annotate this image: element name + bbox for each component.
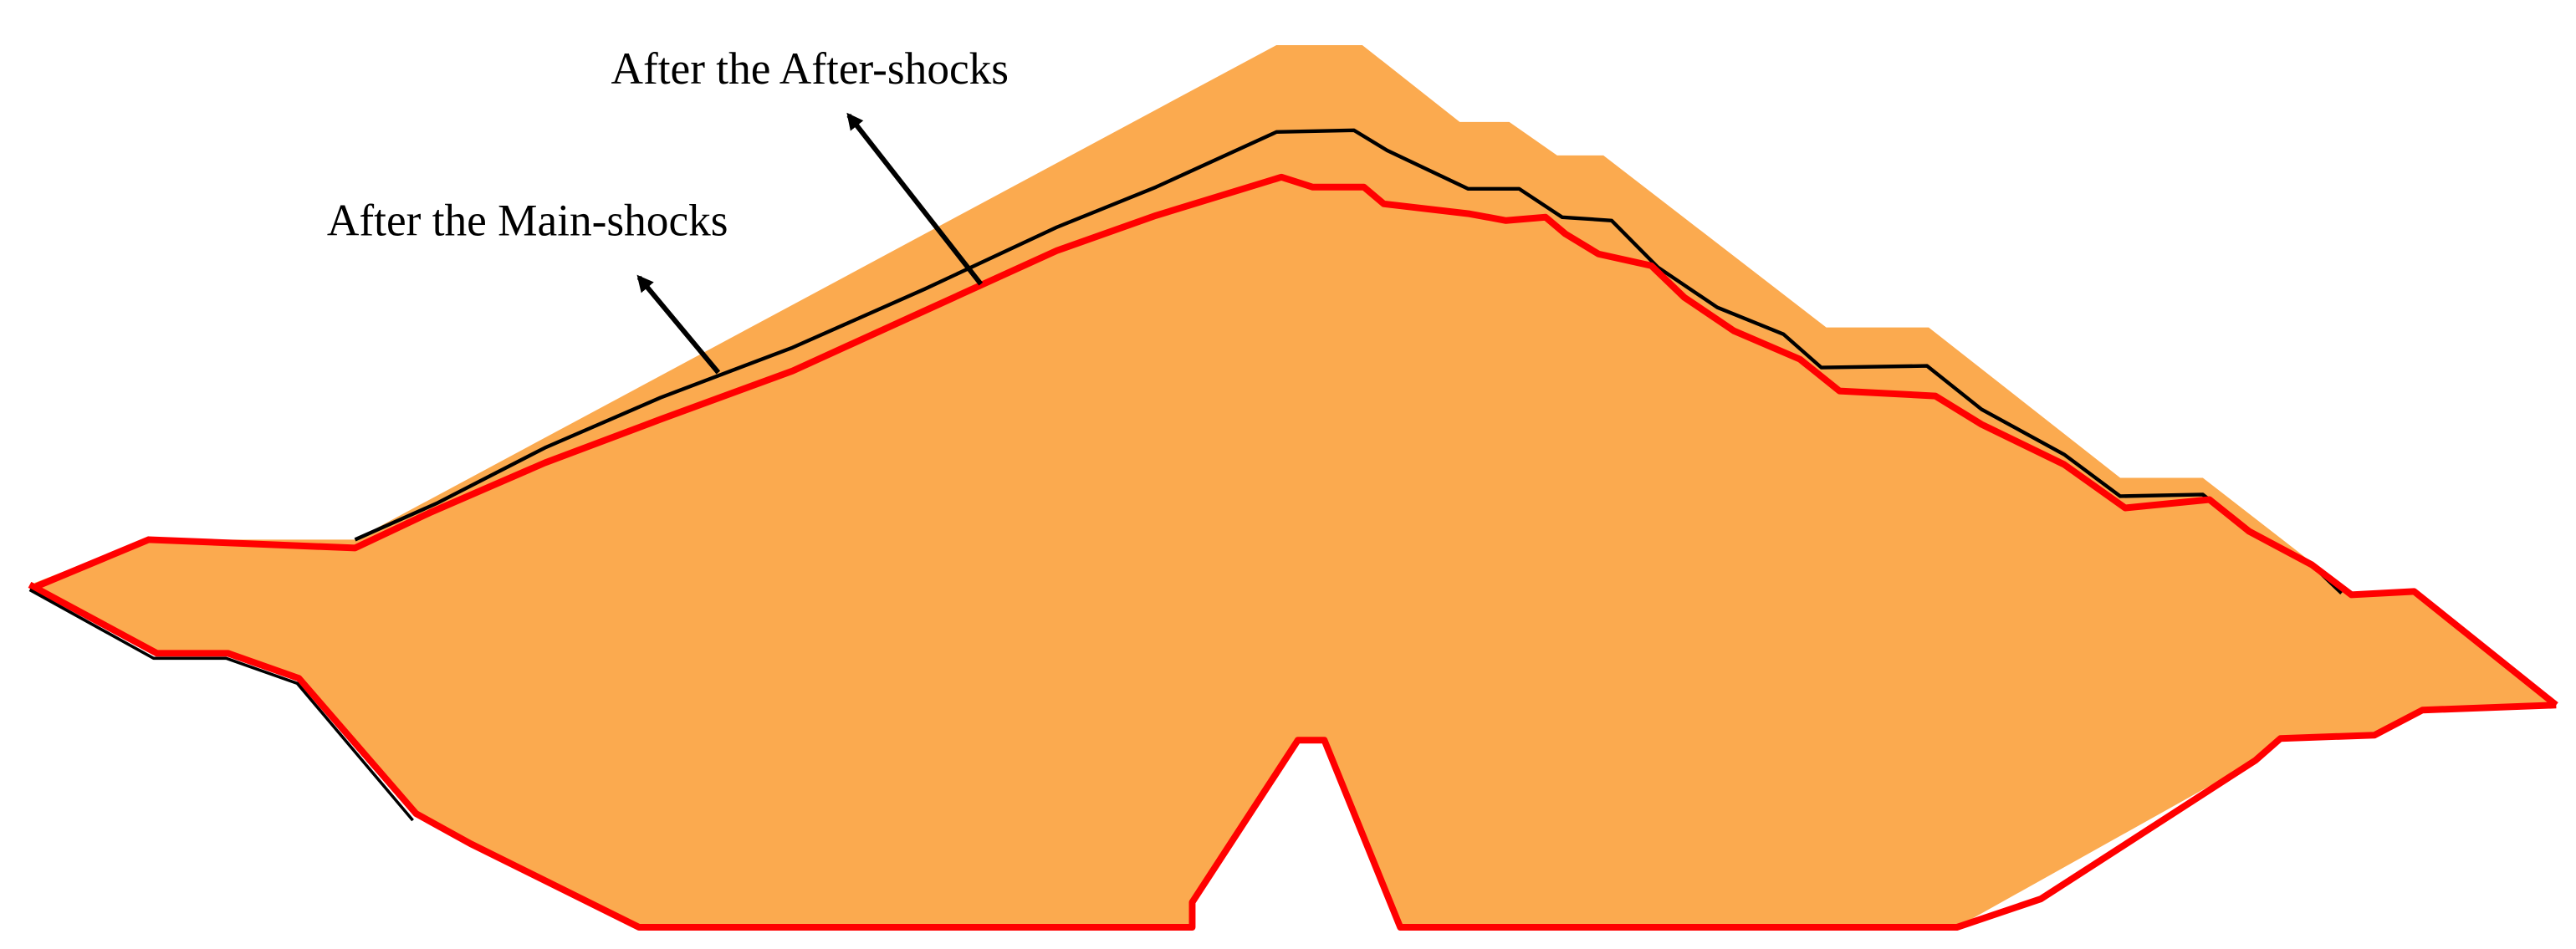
mainshock-label: After the Main-shocks	[327, 195, 728, 245]
aftershock-leader-arrow	[846, 112, 984, 286]
mainshock-base-line	[28, 581, 2557, 931]
aftershock-base-line	[28, 588, 414, 822]
aftershock-label: After the After-shocks	[611, 43, 1009, 94]
mainshock-leader-arrow	[636, 274, 721, 375]
aftershock-profile-line	[354, 128, 2343, 594]
mainshock-profile-line	[34, 173, 2558, 708]
original-dam-body	[29, 44, 2557, 928]
